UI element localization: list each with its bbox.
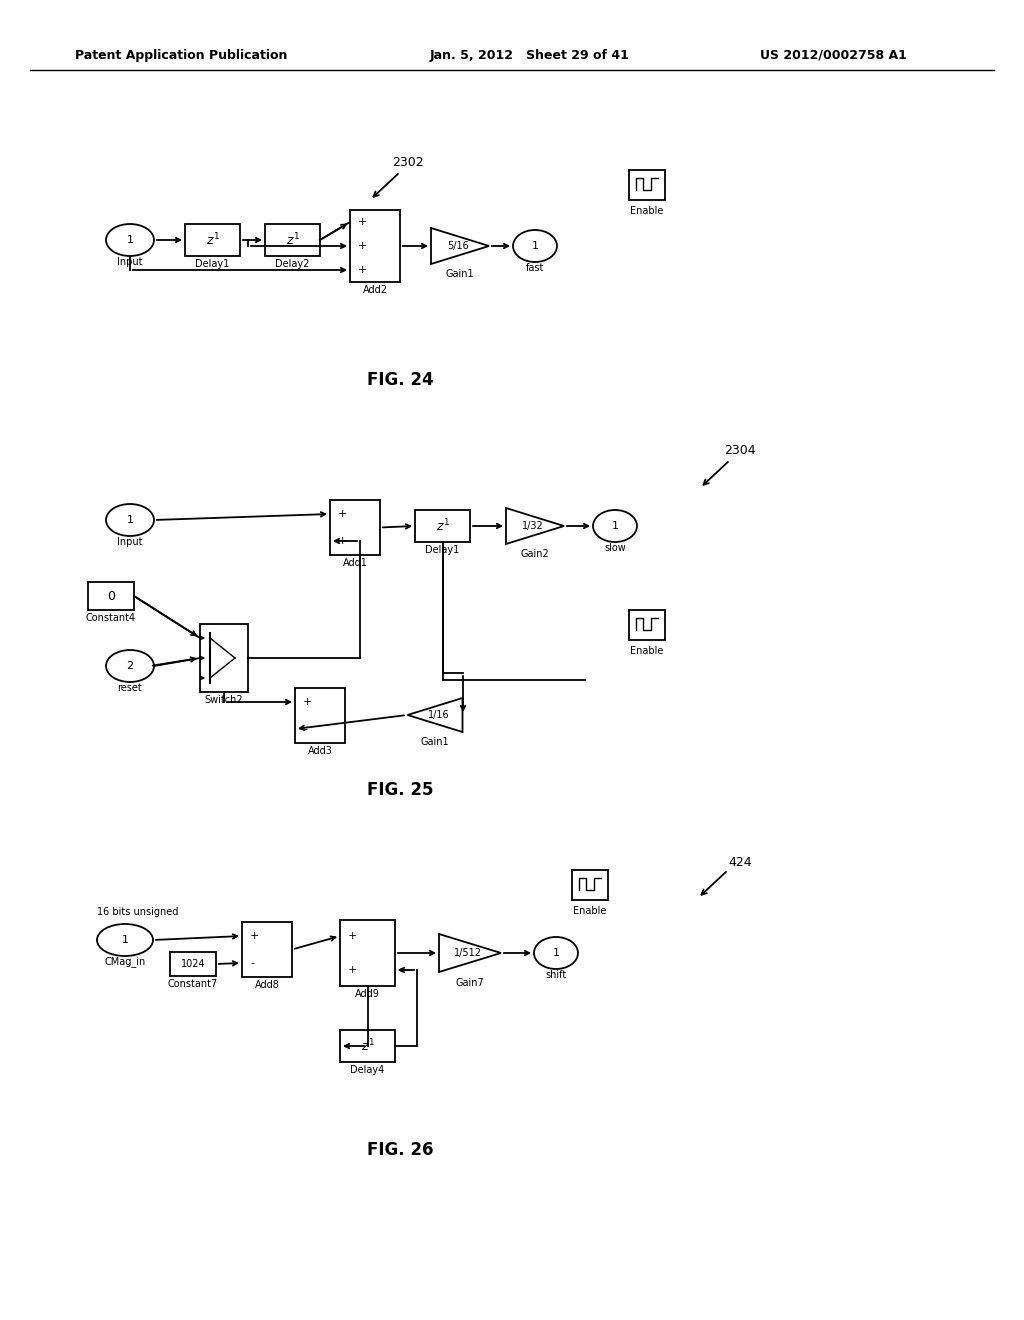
Text: 5/16: 5/16	[447, 242, 469, 251]
Text: Jan. 5, 2012   Sheet 29 of 41: Jan. 5, 2012 Sheet 29 of 41	[430, 49, 630, 62]
Text: FIG. 26: FIG. 26	[367, 1140, 433, 1159]
Bar	[350, 210, 400, 282]
Text: 2304: 2304	[724, 444, 756, 457]
Text: Gain1: Gain1	[421, 737, 450, 747]
Text: 2302: 2302	[392, 157, 424, 169]
Text: 2: 2	[126, 661, 133, 671]
Ellipse shape	[513, 230, 557, 261]
Text: $z^1$: $z^1$	[435, 517, 450, 535]
Ellipse shape	[97, 924, 153, 956]
Text: Delay4: Delay4	[350, 1065, 385, 1074]
Text: 1/512: 1/512	[454, 948, 482, 958]
Text: 1024: 1024	[180, 960, 206, 969]
Polygon shape	[431, 228, 489, 264]
Text: Input: Input	[118, 257, 142, 267]
Text: Gain1: Gain1	[445, 269, 474, 279]
Ellipse shape	[593, 510, 637, 543]
Bar	[185, 224, 240, 256]
Bar	[200, 624, 248, 692]
Bar	[572, 870, 608, 900]
Text: +: +	[338, 510, 347, 519]
Text: Constant4: Constant4	[86, 612, 136, 623]
Ellipse shape	[106, 224, 154, 256]
Ellipse shape	[534, 937, 578, 969]
Text: Enable: Enable	[631, 206, 664, 216]
Text: 1/32: 1/32	[522, 521, 544, 531]
Text: 0: 0	[106, 590, 115, 602]
Text: Gain2: Gain2	[520, 549, 549, 558]
Text: +: +	[348, 931, 357, 941]
Text: 1: 1	[531, 242, 539, 251]
Text: Gain7: Gain7	[456, 978, 484, 987]
Bar	[330, 500, 380, 554]
Bar	[629, 170, 665, 201]
Text: FIG. 25: FIG. 25	[367, 781, 433, 799]
Text: Switch2: Switch2	[205, 696, 244, 705]
Text: Add2: Add2	[362, 285, 387, 294]
Bar	[340, 920, 395, 986]
Text: +: +	[358, 265, 368, 275]
Text: +: +	[338, 536, 347, 546]
Text: +: +	[303, 697, 312, 708]
Text: Input: Input	[118, 537, 142, 546]
Text: slow: slow	[604, 543, 626, 553]
Text: 1: 1	[611, 521, 618, 531]
Text: -: -	[303, 723, 307, 734]
Text: +: +	[250, 931, 259, 941]
Text: Enable: Enable	[631, 645, 664, 656]
Text: Add9: Add9	[355, 989, 380, 999]
Ellipse shape	[106, 504, 154, 536]
Ellipse shape	[106, 649, 154, 682]
Bar	[415, 510, 470, 543]
Text: Patent Application Publication: Patent Application Publication	[75, 49, 288, 62]
Text: Add8: Add8	[255, 979, 280, 990]
Bar	[265, 224, 319, 256]
Text: 1: 1	[127, 515, 133, 525]
Text: 424: 424	[728, 855, 752, 869]
Bar	[340, 1030, 395, 1063]
Text: reset: reset	[118, 682, 142, 693]
Text: +: +	[358, 242, 368, 251]
Text: Add3: Add3	[307, 746, 333, 756]
Text: 1: 1	[127, 235, 133, 246]
Text: shift: shift	[546, 970, 566, 979]
Text: FIG. 24: FIG. 24	[367, 371, 433, 389]
Bar	[88, 582, 134, 610]
Text: Add1: Add1	[343, 558, 368, 568]
Text: Constant7: Constant7	[168, 979, 218, 989]
Text: 1: 1	[122, 935, 128, 945]
Text: $z^1$: $z^1$	[360, 1038, 375, 1055]
Text: +: +	[358, 216, 368, 227]
Bar	[295, 688, 345, 743]
Text: 1/16: 1/16	[428, 710, 450, 719]
Polygon shape	[506, 508, 564, 544]
Text: US 2012/0002758 A1: US 2012/0002758 A1	[760, 49, 907, 62]
Polygon shape	[439, 935, 501, 972]
Text: -: -	[250, 958, 254, 968]
Text: $z^1$: $z^1$	[206, 232, 219, 248]
Text: Delay1: Delay1	[425, 545, 460, 554]
Text: Enable: Enable	[573, 906, 606, 916]
Text: +: +	[348, 965, 357, 975]
Text: 16 bits unsigned: 16 bits unsigned	[97, 907, 178, 917]
Text: fast: fast	[525, 263, 544, 273]
Bar	[170, 952, 216, 975]
Text: Delay1: Delay1	[196, 259, 229, 269]
Text: CMag_in: CMag_in	[104, 957, 145, 968]
Text: 1: 1	[553, 948, 559, 958]
Text: Delay2: Delay2	[275, 259, 309, 269]
Text: $z^1$: $z^1$	[286, 232, 299, 248]
Polygon shape	[408, 698, 463, 733]
Bar	[629, 610, 665, 640]
Bar	[242, 921, 292, 977]
